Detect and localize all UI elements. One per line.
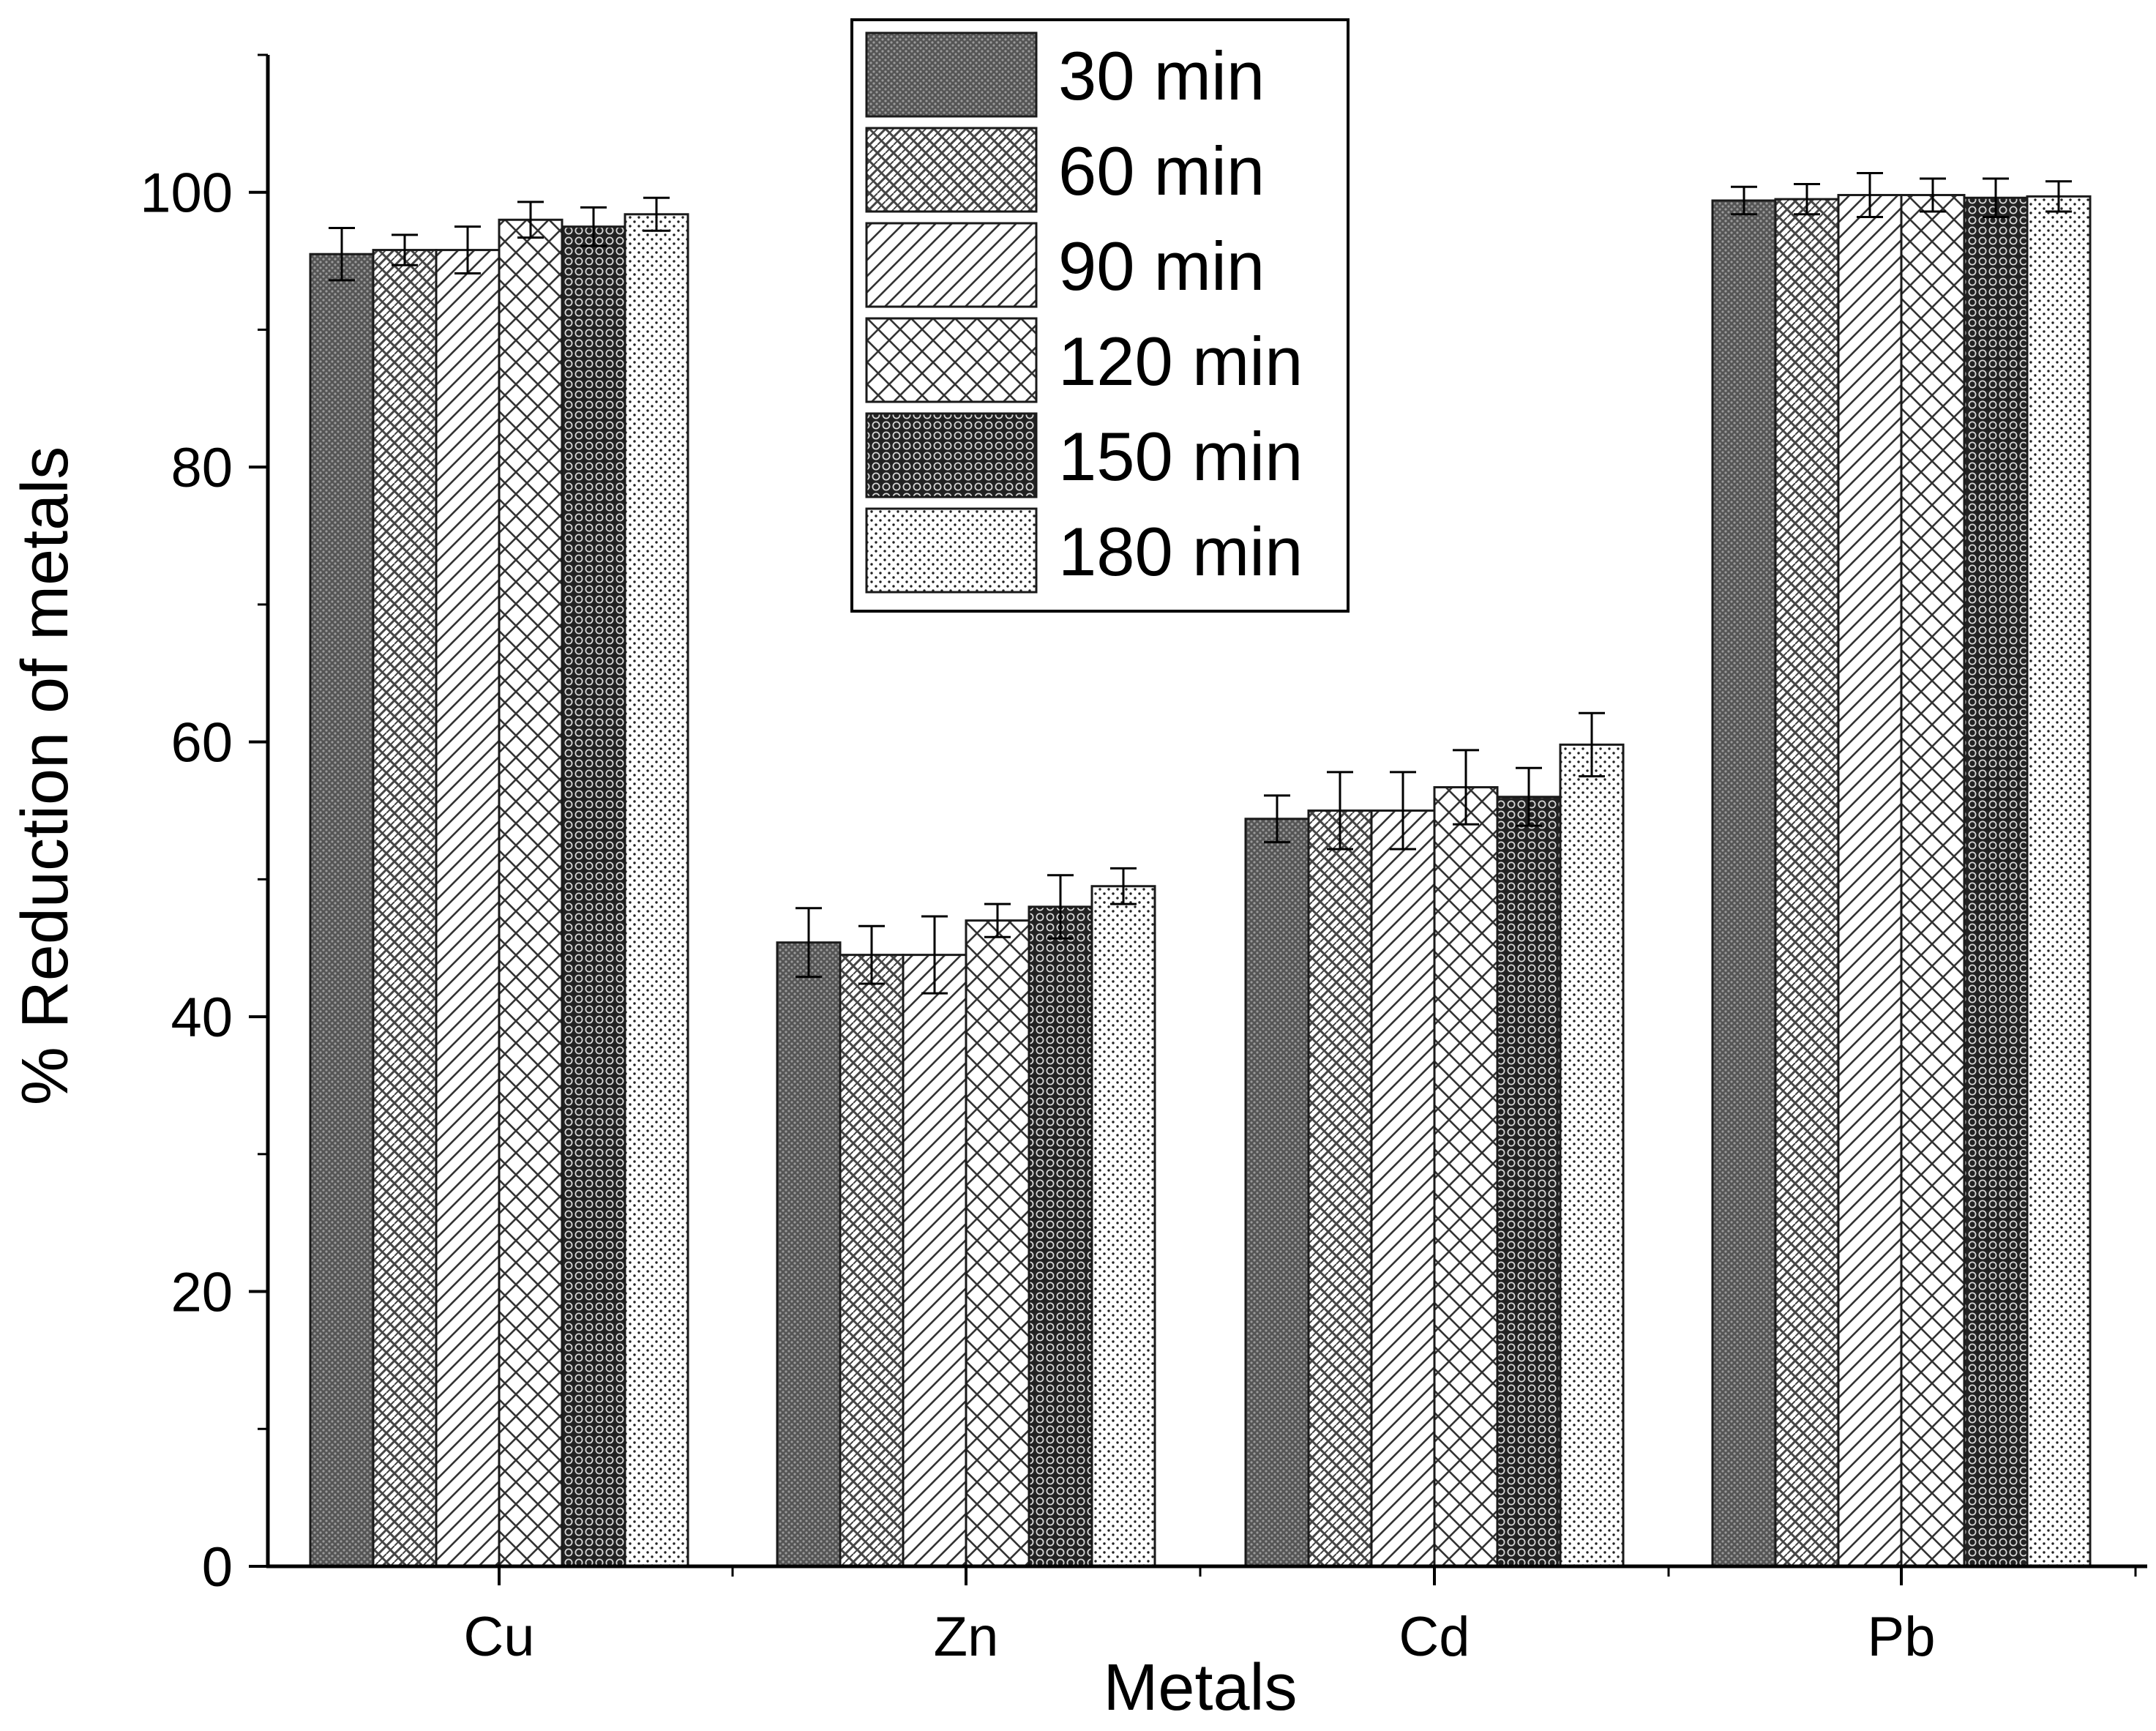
bar-cu-180-min [624, 213, 689, 1568]
y-tick-label: 40 [171, 987, 233, 1049]
error-bar-pb-180-min [2045, 180, 2072, 213]
bars-layer [309, 193, 2092, 1568]
error-bar-cu-150-min [580, 206, 607, 247]
bar-zn-90-min [902, 954, 967, 1568]
bar-pb-120-min [1900, 193, 1966, 1568]
bar-zn-60-min [839, 954, 905, 1568]
error-bar-cu-60-min [392, 233, 418, 266]
error-bar-zn-90-min [921, 915, 948, 995]
bar-cu-150-min [561, 225, 626, 1568]
legend-swatch [865, 222, 1038, 308]
bar-pb-90-min [1837, 193, 1903, 1568]
y-tick-label: 0 [202, 1536, 233, 1599]
legend-label: 120 min [1058, 323, 1303, 400]
bar-pb-30-min [1711, 199, 1777, 1568]
error-bar-cd-30-min [1264, 794, 1290, 844]
error-bar-pb-30-min [1731, 185, 1757, 216]
bar-zn-180-min [1090, 885, 1156, 1568]
bar-pb-180-min [2026, 195, 2092, 1568]
bar-cu-120-min [498, 218, 564, 1568]
legend-label: 60 min [1058, 132, 1265, 209]
error-bar-cd-60-min [1327, 771, 1353, 850]
legend-item-30-min: 30 min [865, 31, 1265, 118]
bar-cu-90-min [435, 249, 501, 1568]
error-bar-cu-120-min [517, 201, 544, 239]
bar-cd-60-min [1307, 810, 1373, 1568]
x-tick-label-cd: Cd [1399, 1606, 1470, 1668]
legend-item-90-min: 90 min [865, 222, 1265, 308]
error-bar-cd-150-min [1516, 766, 1542, 827]
bar-cd-120-min [1433, 786, 1499, 1568]
error-bar-zn-180-min [1110, 867, 1137, 905]
legend-label: 30 min [1058, 37, 1265, 114]
bar-pb-60-min [1774, 198, 1840, 1568]
error-bar-zn-120-min [984, 902, 1011, 938]
y-tick-label: 60 [171, 712, 233, 774]
error-bar-cd-180-min [1579, 711, 1605, 778]
legend-label: 90 min [1058, 228, 1265, 304]
legend-swatch [865, 412, 1038, 498]
error-bar-pb-120-min [1920, 177, 1946, 213]
bar-cd-150-min [1496, 796, 1562, 1568]
y-axis-title: % Reduction of metals [9, 446, 82, 1105]
error-bars-layer [329, 171, 2072, 995]
legend-swatch [865, 507, 1038, 594]
legend-item-150-min: 150 min [865, 412, 1303, 498]
error-bar-zn-150-min [1047, 874, 1074, 940]
bar-cd-90-min [1370, 810, 1436, 1568]
legend-swatch [865, 31, 1038, 118]
legend-label: 150 min [1058, 418, 1303, 495]
bar-pb-150-min [1963, 196, 2029, 1568]
error-bar-cd-90-min [1390, 771, 1416, 850]
legend: 30 min 60 min 90 min 120 min 150 min 180 min [850, 18, 1350, 613]
x-tick-label-zn: Zn [934, 1606, 999, 1668]
legend-item-180-min: 180 min [865, 507, 1303, 594]
y-tick-label: 20 [171, 1262, 233, 1324]
axes-layer: 0 20 40 60 80 100 Cu Zn Cd Pb [140, 53, 2147, 1668]
error-bar-zn-60-min [858, 924, 885, 985]
legend-swatch [865, 127, 1038, 213]
x-tick-label-cu: Cu [463, 1606, 534, 1668]
legend-item-60-min: 60 min [865, 127, 1265, 213]
legend-item-120-min: 120 min [865, 317, 1303, 403]
legend-swatch [865, 317, 1038, 403]
error-bar-pb-150-min [1983, 177, 2009, 219]
error-bar-pb-60-min [1794, 182, 1820, 216]
y-tick-label: 80 [171, 437, 233, 499]
bar-zn-120-min [965, 919, 1030, 1568]
bar-cd-180-min [1559, 743, 1625, 1568]
bar-zn-30-min [776, 941, 842, 1568]
error-bar-cd-120-min [1453, 749, 1479, 826]
error-bar-cu-30-min [329, 227, 355, 282]
bar-cd-30-min [1244, 818, 1310, 1568]
error-bar-cu-90-min [454, 225, 481, 274]
x-tick-label-pb: Pb [1868, 1606, 1936, 1668]
x-axis-title: Metals [1103, 1651, 1297, 1724]
error-bar-pb-90-min [1857, 171, 1883, 219]
error-bar-cu-180-min [643, 196, 670, 232]
bar-zn-150-min [1028, 905, 1093, 1568]
bar-cu-30-min [309, 253, 375, 1568]
y-tick-label: 100 [140, 162, 233, 225]
error-bar-zn-30-min [796, 907, 822, 979]
legend-label: 180 min [1058, 513, 1303, 590]
bar-cu-60-min [372, 249, 438, 1568]
